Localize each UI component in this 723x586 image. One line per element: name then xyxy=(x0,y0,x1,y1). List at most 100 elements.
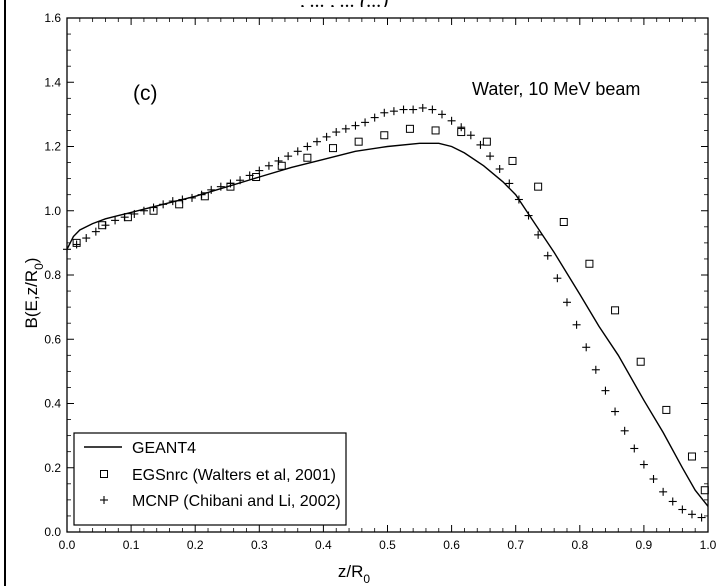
data-point-square xyxy=(508,156,517,165)
data-point-square xyxy=(687,452,696,461)
data-point-plus xyxy=(178,195,187,204)
data-point-plus xyxy=(101,221,110,230)
data-point-plus xyxy=(168,197,177,206)
legend-entry: MCNP (Chibani and Li, 2002) xyxy=(132,493,341,510)
data-point-square xyxy=(252,173,261,182)
data-point-plus xyxy=(697,513,706,522)
data-point-plus xyxy=(687,510,696,519)
x-tick-label: 0.5 xyxy=(379,538,396,552)
data-point-plus xyxy=(274,156,283,165)
data-point-plus xyxy=(380,108,389,117)
x-tick-label: 0.0 xyxy=(59,538,76,552)
data-point-plus xyxy=(63,245,71,254)
data-point-square xyxy=(380,131,389,140)
data-point-plus xyxy=(534,230,543,239)
data-point-plus xyxy=(312,137,321,146)
data-point-square xyxy=(585,259,594,268)
y-tick-label: 0.2 xyxy=(44,461,61,475)
data-point-plus xyxy=(437,110,446,119)
data-point-plus xyxy=(111,216,120,225)
data-point-plus xyxy=(370,113,379,122)
data-point-square xyxy=(277,161,286,170)
data-point-square xyxy=(611,306,620,315)
legend-box xyxy=(73,432,347,526)
data-point-square xyxy=(175,200,184,209)
y-tick-label: 0.0 xyxy=(44,525,61,539)
y-tick-label: 1.0 xyxy=(44,204,61,218)
data-point-plus xyxy=(361,118,370,127)
legend: GEANT4 EGSnrc (Walters et al, 2001) MCNP (… xyxy=(73,432,347,526)
data-point-plus xyxy=(130,209,139,218)
data-point-plus xyxy=(149,203,158,212)
data-point-square xyxy=(431,126,440,135)
y-tick-label: 1.6 xyxy=(44,11,61,25)
data-point-plus xyxy=(303,142,312,151)
data-point-plus xyxy=(591,365,600,374)
x-axis-label: z/R0 xyxy=(338,562,371,586)
data-point-plus xyxy=(91,227,100,236)
data-point-plus xyxy=(245,171,254,180)
data-point-plus xyxy=(611,407,620,416)
data-point-square xyxy=(534,182,543,191)
data-point-plus xyxy=(466,131,475,140)
x-tick-label: 0.9 xyxy=(636,538,653,552)
x-tick-label: 0.1 xyxy=(123,538,140,552)
x-tick-label: 0.7 xyxy=(507,538,524,552)
x-tick-label: 0.2 xyxy=(187,538,204,552)
data-point-square xyxy=(405,124,414,133)
data-point-plus xyxy=(678,505,687,514)
y-tick-label: 1.2 xyxy=(44,140,61,154)
y-axis-label: B(E,z/R0) xyxy=(22,258,46,329)
data-point-plus xyxy=(187,193,196,202)
data-point-square xyxy=(482,137,491,146)
data-point-plus xyxy=(226,179,235,188)
annotation: Water, 10 MeV beam xyxy=(472,79,640,99)
panel-label: (c) xyxy=(133,82,158,105)
data-point-square xyxy=(303,153,312,162)
data-point-plus xyxy=(418,103,427,112)
data-point-plus xyxy=(630,444,639,453)
data-point-plus xyxy=(562,298,571,307)
data-point-plus xyxy=(495,164,504,173)
data-point-plus xyxy=(284,152,293,161)
page-border xyxy=(4,0,6,586)
data-point-plus xyxy=(486,152,495,161)
data-point-plus xyxy=(293,147,302,156)
data-point-plus xyxy=(543,251,552,260)
data-point-square xyxy=(636,357,645,366)
x-tick-label: 0.8 xyxy=(571,538,588,552)
data-point-plus xyxy=(207,185,216,194)
y-tick-label: 0.4 xyxy=(44,397,61,411)
data-point-plus xyxy=(236,176,245,185)
data-point-plus xyxy=(409,105,418,114)
data-point-plus xyxy=(159,200,168,209)
data-point-plus xyxy=(341,124,350,133)
data-point-plus xyxy=(72,240,81,249)
data-point-plus xyxy=(447,116,456,125)
y-axis-label-subscript: 0 xyxy=(32,263,46,270)
data-point-plus xyxy=(505,179,514,188)
data-point-square xyxy=(662,405,671,414)
legend-entry: EGSnrc (Walters et al, 2001) xyxy=(132,467,336,484)
legend-marker-square xyxy=(100,470,108,478)
data-point-plus xyxy=(582,343,591,352)
legend-marker-plus xyxy=(100,496,108,504)
y-axis-label-close: ) xyxy=(22,258,41,264)
data-point-plus xyxy=(514,195,523,204)
x-tick-label: 0.6 xyxy=(443,538,460,552)
data-point-plus xyxy=(553,274,562,283)
data-point-plus xyxy=(639,460,648,469)
data-point-plus xyxy=(476,140,485,149)
data-point-plus xyxy=(649,474,658,483)
x-tick-label: 0.4 xyxy=(315,538,332,552)
data-point-plus xyxy=(139,206,148,215)
header-clipped-text: , ... , ... (...) xyxy=(300,0,723,7)
data-point-plus xyxy=(351,121,360,130)
data-point-plus xyxy=(524,211,533,220)
y-tick-label: 0.8 xyxy=(44,268,61,282)
data-point-plus xyxy=(264,161,273,170)
data-point-plus xyxy=(82,234,91,243)
data-point-plus xyxy=(120,213,129,222)
data-point-plus xyxy=(322,132,331,141)
